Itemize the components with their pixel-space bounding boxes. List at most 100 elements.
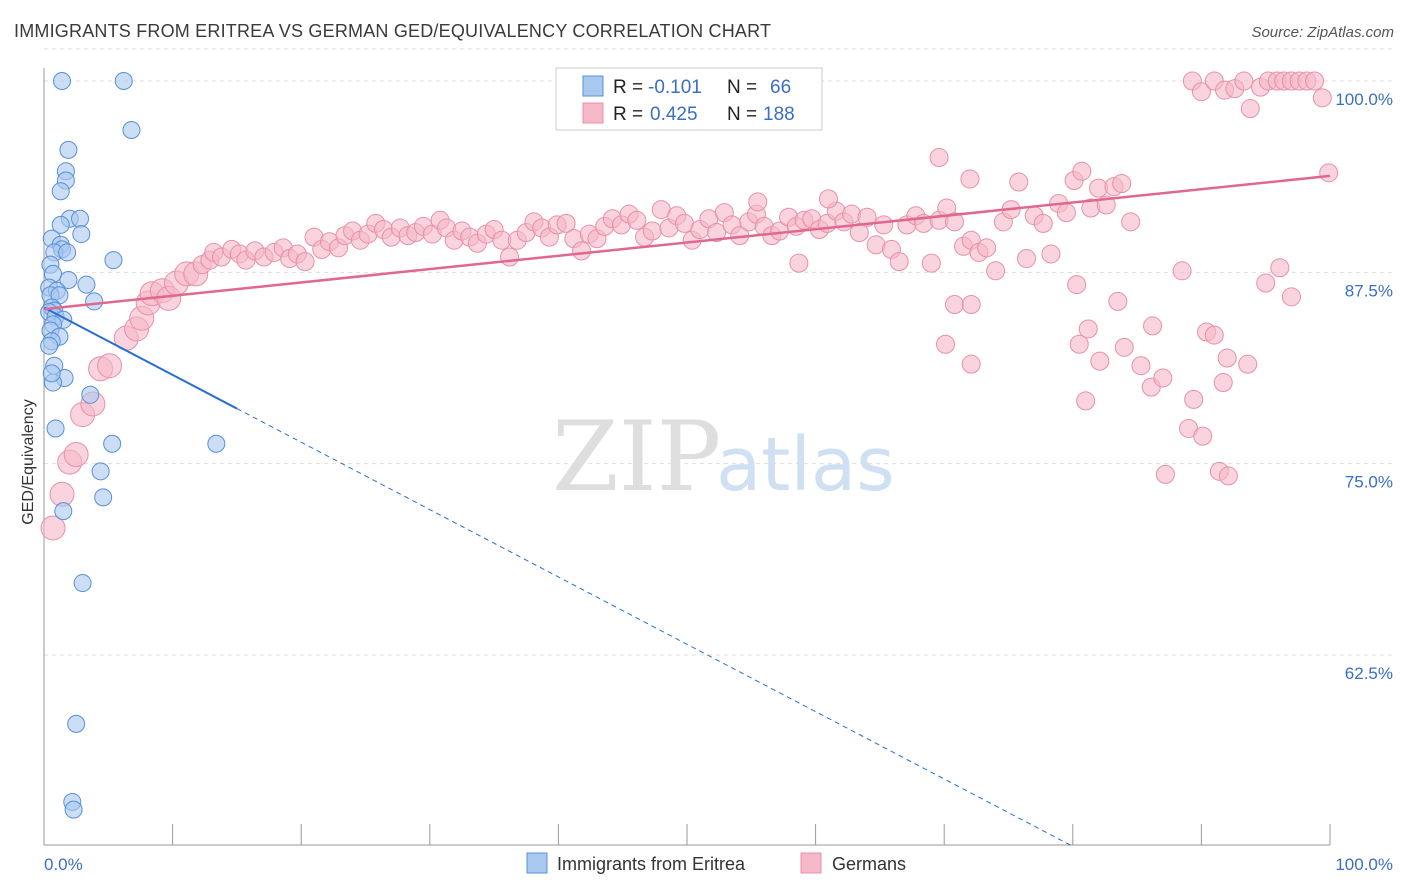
watermark-atlas: atlas [716, 422, 895, 508]
data-point-eritrea [54, 502, 73, 521]
data-point-germans [986, 261, 1006, 281]
data-point-germans [63, 441, 89, 467]
data-point-eritrea [104, 251, 123, 270]
legend-swatch-germans [582, 102, 604, 124]
data-point-germans [1319, 163, 1339, 183]
data-point-eritrea [59, 140, 78, 159]
data-point-germans [1270, 258, 1290, 278]
data-point-germans [818, 189, 838, 209]
legend-box: R = -0.101 N = 66 R = 0.425 N = 188 [555, 67, 823, 131]
data-point-germans [789, 253, 809, 273]
data-point-eritrea [85, 292, 104, 311]
data-point-germans [960, 169, 980, 189]
data-point-germans [921, 253, 941, 273]
trend-lines [43, 174, 1331, 847]
data-point-germans [1213, 373, 1233, 393]
watermark-zip: ZIP [552, 401, 721, 513]
legend-r-label: R = [613, 77, 643, 98]
data-point-germans [1238, 354, 1258, 374]
data-point-germans [1153, 368, 1173, 388]
data-point-eritrea [122, 120, 141, 139]
data-point-germans [1217, 348, 1237, 368]
data-point-germans [1017, 249, 1037, 269]
data-point-germans [1114, 337, 1134, 357]
data-point-germans [40, 515, 66, 541]
data-point-eritrea [59, 270, 78, 289]
legend-r-value-eritrea: -0.101 [648, 77, 702, 98]
data-point-eritrea [114, 72, 133, 90]
data-point-germans [748, 192, 768, 212]
legend-r-value-germans: 0.425 [650, 104, 698, 125]
data-point-germans [642, 221, 662, 241]
data-point-eritrea [51, 182, 70, 201]
data-point-germans [961, 294, 981, 314]
data-point-germans [1078, 319, 1098, 339]
x-tick-label-min: 0.0% [44, 855, 83, 874]
bottom-legend-swatch-eritrea [526, 852, 548, 874]
data-point-germans [556, 213, 576, 233]
data-point-eritrea [53, 72, 72, 90]
data-point-germans [1076, 391, 1096, 411]
data-point-germans [572, 241, 592, 261]
trend-line-eritrea [43, 306, 238, 410]
bottom-legend-label-germans: Germans [832, 854, 906, 874]
data-point-germans [1009, 172, 1029, 192]
axes [43, 68, 1331, 846]
data-point-germans [1131, 356, 1151, 376]
data-point-germans [1256, 273, 1276, 293]
data-point-eritrea [81, 385, 100, 404]
data-point-germans [1072, 161, 1092, 181]
data-point-germans [1090, 351, 1110, 371]
data-point-germans [1069, 334, 1089, 354]
data-point-germans [1056, 203, 1076, 223]
y-tick-label: 87.5% [1345, 281, 1393, 300]
y-tick-label: 100.0% [1335, 90, 1393, 109]
legend-n-label: N = [727, 77, 757, 98]
data-point-eritrea [51, 215, 70, 234]
data-point-germans [1305, 71, 1325, 91]
data-point-germans [1041, 244, 1061, 264]
data-point-germans [944, 212, 964, 232]
data-point-germans [935, 334, 955, 354]
gridlines [44, 48, 1395, 656]
data-point-eritrea [94, 488, 113, 507]
data-point-eritrea [64, 800, 83, 819]
data-point-germans [500, 247, 520, 267]
x-tick-label-max: 100.0% [1335, 855, 1393, 874]
data-point-germans [961, 354, 981, 374]
data-point-eritrea [67, 714, 86, 733]
data-point-germans [944, 294, 964, 314]
y-tick-label: 75.0% [1345, 473, 1393, 492]
data-point-germans [707, 223, 727, 243]
data-point-germans [889, 252, 909, 272]
data-point-eritrea [77, 275, 96, 294]
legend-n-label: N = [727, 104, 757, 125]
data-point-eritrea [46, 419, 65, 438]
legend-n-value-eritrea: 66 [770, 77, 791, 98]
data-point-eritrea [40, 336, 59, 355]
trend-line-germans [43, 174, 1331, 311]
legend-r-label: R = [613, 104, 643, 125]
data-point-germans [1067, 275, 1087, 295]
data-point-germans [1193, 426, 1213, 446]
data-point-germans [1112, 174, 1132, 194]
bottom-legend: Immigrants from Eritrea Germans [526, 852, 906, 874]
data-point-eritrea [72, 225, 91, 244]
data-point-germans [1240, 99, 1260, 119]
data-point-germans [97, 353, 123, 379]
data-point-germans [977, 238, 997, 258]
data-point-eritrea [71, 209, 90, 228]
data-point-germans [1172, 261, 1192, 281]
data-point-germans [627, 210, 647, 230]
data-point-eritrea [42, 364, 61, 383]
data-point-germans [1143, 316, 1163, 336]
legend-swatch-eritrea [582, 75, 604, 97]
data-point-germans [1108, 291, 1128, 311]
series-eritrea [40, 72, 226, 819]
data-point-germans [874, 215, 894, 235]
data-point-germans [1033, 213, 1053, 233]
data-point-eritrea [58, 243, 77, 262]
tick-labels: 62.5% 75.0% 87.5% 100.0% 0.0% 100.0% [44, 90, 1393, 874]
data-point-eritrea [73, 574, 92, 593]
source-label: Source: ZipAtlas.com [1251, 24, 1394, 41]
